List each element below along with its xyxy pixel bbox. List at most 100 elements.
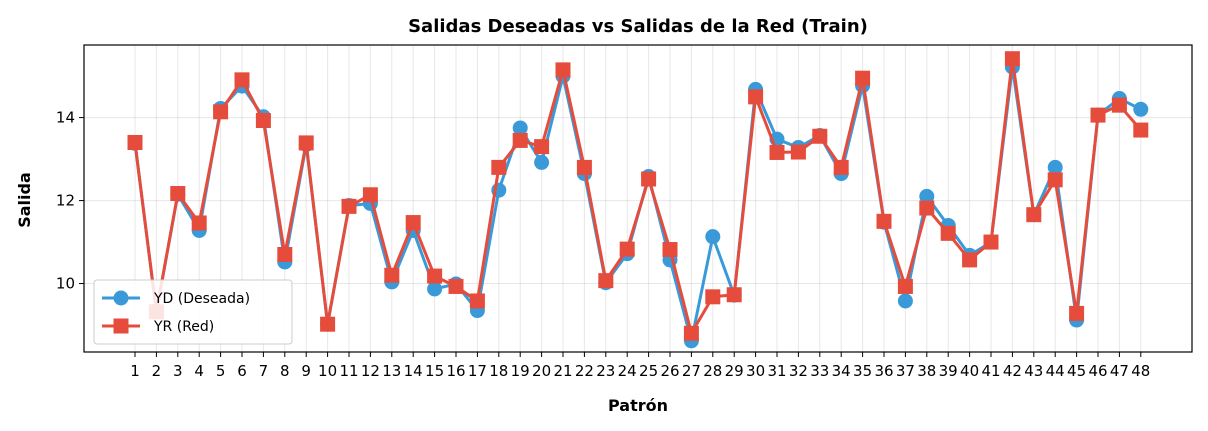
data-point bbox=[855, 70, 871, 86]
y-tick-label: 12 bbox=[56, 192, 75, 210]
data-point bbox=[448, 278, 464, 294]
data-point bbox=[662, 242, 678, 258]
data-point bbox=[940, 225, 956, 241]
legend-label-yr: YR (Red) bbox=[153, 319, 214, 335]
x-tick-label: 44 bbox=[1046, 362, 1065, 380]
data-point bbox=[897, 293, 913, 309]
x-tick-label: 28 bbox=[703, 362, 722, 380]
data-point bbox=[170, 186, 186, 202]
x-tick-label: 15 bbox=[425, 362, 444, 380]
x-tick-label: 33 bbox=[810, 362, 829, 380]
legend-label-yd: YD (Deseada) bbox=[153, 291, 250, 307]
data-point bbox=[983, 234, 999, 250]
y-axis-label: Salida bbox=[15, 172, 34, 228]
data-point bbox=[1133, 101, 1149, 117]
y-axis-ticks: 10 12 14 bbox=[56, 109, 84, 293]
data-point bbox=[748, 89, 764, 105]
x-tick-label: 13 bbox=[382, 362, 401, 380]
data-point bbox=[1026, 207, 1042, 223]
x-tick-label: 26 bbox=[660, 362, 679, 380]
data-point bbox=[790, 144, 806, 160]
x-axis-label: Patrón bbox=[608, 396, 668, 415]
x-tick-label: 5 bbox=[216, 362, 226, 380]
legend-marker-yd bbox=[113, 290, 129, 306]
x-tick-label: 7 bbox=[259, 362, 269, 380]
x-tick-label: 21 bbox=[553, 362, 572, 380]
x-tick-label: 3 bbox=[173, 362, 183, 380]
data-point bbox=[320, 316, 336, 332]
x-tick-label: 39 bbox=[939, 362, 958, 380]
data-point bbox=[919, 188, 935, 204]
x-tick-label: 23 bbox=[596, 362, 615, 380]
data-point bbox=[1069, 305, 1085, 321]
data-point bbox=[705, 229, 721, 245]
x-tick-label: 8 bbox=[280, 362, 290, 380]
data-point bbox=[427, 281, 443, 297]
x-tick-label: 14 bbox=[404, 362, 423, 380]
data-point bbox=[1133, 122, 1149, 138]
data-point bbox=[919, 200, 935, 216]
y-tick-label: 14 bbox=[56, 109, 75, 127]
x-tick-label: 48 bbox=[1131, 362, 1150, 380]
legend-box bbox=[93, 279, 293, 345]
x-tick-label: 43 bbox=[1024, 362, 1043, 380]
data-point bbox=[833, 159, 849, 175]
data-point bbox=[534, 139, 550, 155]
data-point bbox=[705, 289, 721, 305]
data-point bbox=[897, 278, 913, 294]
data-point bbox=[683, 325, 699, 341]
x-tick-label: 37 bbox=[896, 362, 915, 380]
x-tick-label: 36 bbox=[874, 362, 893, 380]
x-tick-label: 16 bbox=[446, 362, 465, 380]
x-tick-label: 25 bbox=[639, 362, 658, 380]
data-point bbox=[362, 187, 378, 203]
data-point bbox=[341, 198, 357, 214]
data-point bbox=[576, 159, 592, 175]
data-point bbox=[619, 241, 635, 257]
x-tick-label: 46 bbox=[1088, 362, 1107, 380]
x-tick-label: 32 bbox=[789, 362, 808, 380]
plot-frame bbox=[83, 44, 1193, 353]
data-point bbox=[384, 267, 400, 283]
data-point bbox=[1090, 107, 1106, 123]
data-point bbox=[726, 287, 742, 303]
data-point bbox=[213, 104, 229, 120]
data-point bbox=[127, 134, 143, 150]
x-tick-label: 45 bbox=[1067, 362, 1086, 380]
x-tick-label: 19 bbox=[511, 362, 530, 380]
data-point bbox=[277, 247, 293, 263]
data-point bbox=[1047, 172, 1063, 188]
x-tick-label: 24 bbox=[618, 362, 637, 380]
data-point bbox=[255, 113, 271, 129]
x-tick-label: 22 bbox=[575, 362, 594, 380]
x-tick-label: 38 bbox=[917, 362, 936, 380]
data-point bbox=[876, 213, 892, 229]
legend-marker-yr bbox=[113, 318, 129, 334]
x-tick-label: 30 bbox=[746, 362, 765, 380]
x-tick-label: 4 bbox=[194, 362, 204, 380]
data-point bbox=[962, 252, 978, 268]
data-point bbox=[512, 132, 528, 148]
data-point bbox=[769, 144, 785, 160]
x-tick-label: 18 bbox=[489, 362, 508, 380]
chart-title: Salidas Deseadas vs Salidas de la Red (T… bbox=[408, 16, 868, 37]
data-point bbox=[427, 268, 443, 284]
x-axis-ticks: 1 2 3 4 5 6 7 8 9 10 11 12 13 14 15 16 17 18 19 20 21 22 23 24 2… bbox=[130, 352, 1150, 380]
x-tick-label: 27 bbox=[682, 362, 701, 380]
data-point bbox=[298, 135, 314, 151]
data-point bbox=[1047, 159, 1063, 175]
data-point bbox=[598, 273, 614, 289]
x-tick-label: 10 bbox=[318, 362, 337, 380]
data-point bbox=[1004, 51, 1020, 67]
data-point bbox=[1111, 97, 1127, 113]
plot-area: 1 2 3 4 5 6 7 8 9 10 11 12 13 14 15 16 17 18 19 20 21 22 23 24 2… bbox=[56, 44, 1193, 380]
x-tick-label: 29 bbox=[725, 362, 744, 380]
data-point bbox=[555, 62, 571, 78]
x-tick-label: 11 bbox=[339, 362, 358, 380]
series-layer bbox=[127, 51, 1149, 349]
x-tick-label: 9 bbox=[301, 362, 311, 380]
data-point bbox=[641, 171, 657, 187]
x-tick-label: 41 bbox=[981, 362, 1000, 380]
x-tick-label: 31 bbox=[767, 362, 786, 380]
